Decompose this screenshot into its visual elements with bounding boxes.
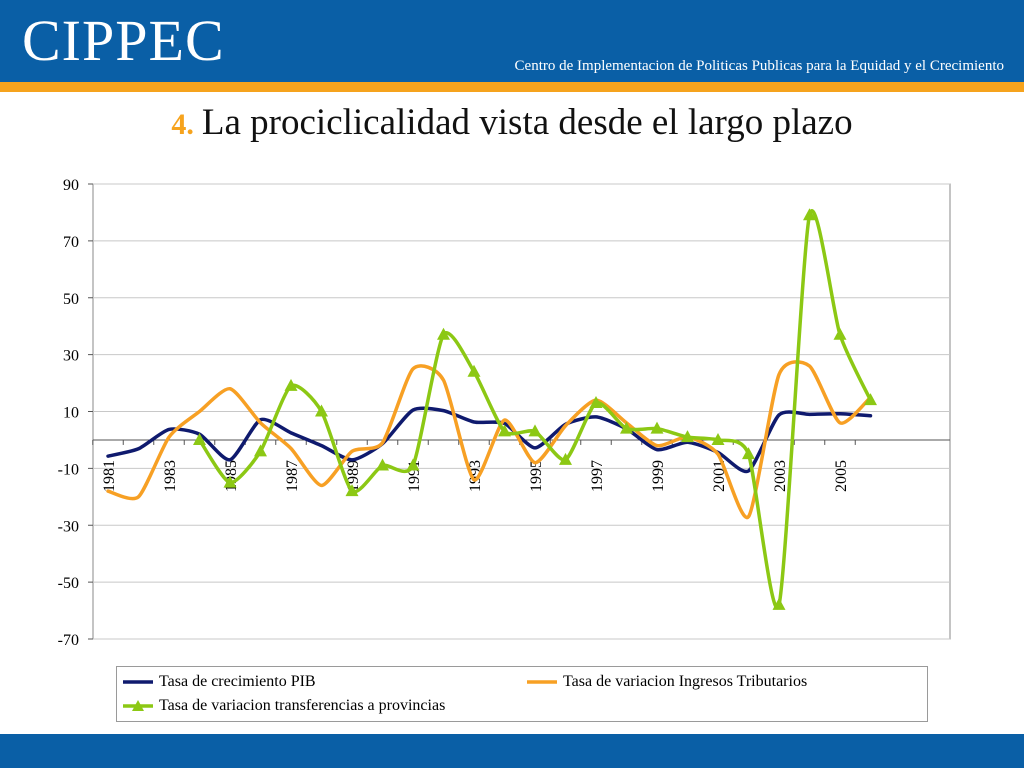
y-tick-label: 30 xyxy=(63,348,79,365)
x-tick-label: 1981 xyxy=(101,460,118,492)
x-tick-label: 1995 xyxy=(528,460,545,492)
x-tick-label: 1997 xyxy=(589,460,606,492)
data-point-transferencias xyxy=(772,597,786,610)
x-tick-label: 2005 xyxy=(833,460,850,492)
x-tick-label: 1983 xyxy=(162,460,179,492)
data-point-transferencias xyxy=(437,327,450,340)
chart-legend: Tasa de crecimiento PIB Tasa de variacio… xyxy=(116,666,928,722)
data-point-transferencias xyxy=(528,424,542,437)
legend-item-tributarios: Tasa de variacion Ingresos Tributarios xyxy=(527,671,807,693)
y-tick-label: 50 xyxy=(63,291,79,308)
legend-item-transferencias: Tasa de variacion transferencias a provi… xyxy=(123,695,445,717)
legend-swatch-tributarios xyxy=(527,680,557,684)
x-tick-label: 1999 xyxy=(650,460,667,492)
data-point-transferencias xyxy=(345,484,359,497)
slide-title-text: La prociclicalidad vista desde el largo … xyxy=(201,102,853,143)
data-point-transferencias xyxy=(467,364,481,377)
data-point-transferencias xyxy=(742,447,755,460)
y-tick-label: 70 xyxy=(63,234,79,251)
y-tick-label: 90 xyxy=(63,177,79,194)
x-tick-label: 2003 xyxy=(772,460,789,492)
data-point-transferencias xyxy=(315,404,328,417)
header-bar: CIPPEC Centro de Implementacion de Polit… xyxy=(0,0,1024,82)
legend-label-tributarios: Tasa de variacion Ingresos Tributarios xyxy=(563,673,808,690)
data-point-transferencias xyxy=(864,393,877,406)
legend-swatch-transferencias xyxy=(123,700,153,711)
data-point-transferencias xyxy=(650,421,664,434)
y-tick-label: -10 xyxy=(58,461,79,478)
data-point-transferencias xyxy=(498,424,511,437)
footer-bar xyxy=(0,734,1024,768)
data-point-transferencias xyxy=(833,327,847,340)
series-line-tributarios xyxy=(106,360,873,520)
data-point-transferencias xyxy=(284,378,298,391)
data-point-transferencias xyxy=(406,458,420,471)
header-accent-stripe xyxy=(0,82,1024,92)
y-tick-label: 10 xyxy=(63,405,79,422)
header-subtitle: Centro de Implementacion de Politicas Pu… xyxy=(514,58,1004,74)
data-point-transferencias xyxy=(254,444,267,457)
data-point-transferencias xyxy=(223,475,237,488)
data-point-transferencias xyxy=(589,395,603,408)
legend-item-pib: Tasa de crecimiento PIB xyxy=(123,671,316,693)
x-tick-label: 1987 xyxy=(284,460,301,492)
data-point-transferencias xyxy=(376,458,389,471)
data-point-transferencias xyxy=(681,430,694,443)
data-point-transferencias xyxy=(711,432,725,445)
legend-label-transferencias: Tasa de variacion transferencias a provi… xyxy=(159,697,446,714)
slide-title: 4. La prociclicalidad vista desde el larg… xyxy=(0,101,1024,144)
cippec-logo: CIPPEC xyxy=(22,8,225,73)
y-tick-label: -50 xyxy=(58,575,79,592)
legend-swatch-pib xyxy=(123,680,153,684)
data-point-transferencias xyxy=(559,452,572,465)
data-point-transferencias xyxy=(803,208,816,221)
y-tick-label: -70 xyxy=(58,632,79,649)
data-point-transferencias xyxy=(193,432,206,445)
slide-title-number: 4. xyxy=(171,108,194,141)
x-tick-label: 1993 xyxy=(467,460,484,492)
legend-label-pib: Tasa de crecimiento PIB xyxy=(159,673,316,690)
series-line-pib xyxy=(106,406,873,474)
data-point-transferencias xyxy=(620,421,633,434)
y-tick-label: -30 xyxy=(58,518,79,535)
